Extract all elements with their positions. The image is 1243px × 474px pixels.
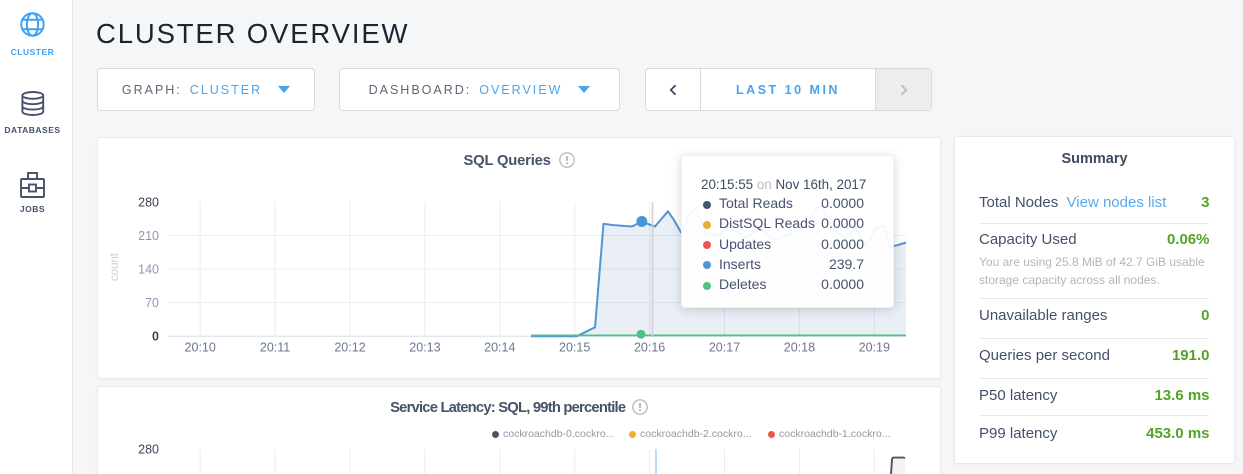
svg-text:210: 210 [138, 229, 159, 243]
svg-text:20:15: 20:15 [559, 341, 590, 355]
svg-text:20:13: 20:13 [409, 341, 440, 355]
svg-text:20:14: 20:14 [484, 341, 515, 355]
svg-text:20:17: 20:17 [709, 341, 740, 355]
svg-text:280: 280 [138, 195, 159, 209]
svg-text:140: 140 [138, 262, 159, 276]
svg-text:0: 0 [152, 330, 159, 344]
svg-text:20:11: 20:11 [260, 341, 290, 355]
svg-text:count: count [109, 252, 121, 281]
svg-text:20:12: 20:12 [334, 341, 365, 355]
svg-text:70: 70 [145, 296, 159, 310]
svg-text:20:19: 20:19 [859, 341, 890, 355]
svg-text:20:16: 20:16 [634, 341, 665, 355]
svg-text:20:10: 20:10 [185, 341, 216, 355]
svg-text:20:18: 20:18 [784, 341, 815, 355]
svg-text:280: 280 [138, 442, 159, 456]
